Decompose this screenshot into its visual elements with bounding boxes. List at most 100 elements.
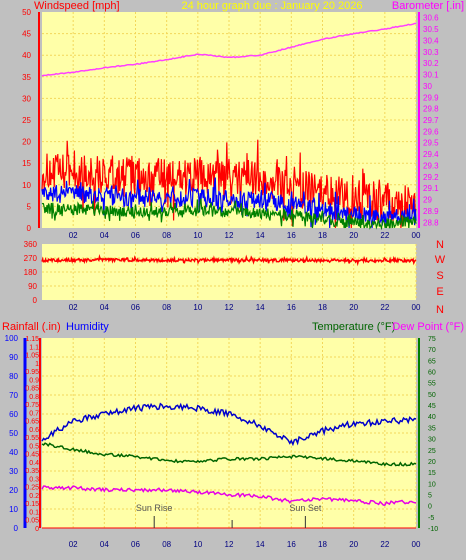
rainfall-y-tick-label: 1.15 — [25, 336, 39, 343]
windspeed-y-tick-label: 30 — [22, 94, 31, 103]
wind-direction-x-tick-label: 00 — [412, 303, 421, 312]
barometer-y-tick-label: 30.2 — [423, 59, 439, 68]
rainfall-y-tick-label: 0.8 — [29, 394, 39, 401]
compass-label-e: E — [436, 286, 443, 298]
temperature-humidity-x-tick-label: 14 — [256, 540, 265, 549]
rainfall-y-tick-label: 0.1 — [29, 509, 39, 516]
temperature-y-tick-label: 10 — [428, 481, 436, 488]
rainfall-y-tick-label: 0.5 — [29, 443, 39, 450]
humidity-axis-label: Humidity — [66, 321, 109, 333]
temperature-y-tick-label: 60 — [428, 370, 436, 377]
humidity-y-tick-label: 0 — [14, 524, 19, 533]
barometer-y-tick-label: 29.3 — [423, 161, 439, 170]
wind-direction-x-tick-label: 02 — [69, 303, 78, 312]
wind-barometer-series — [41, 22, 417, 231]
rainfall-y-tick-label: 0.95 — [25, 369, 39, 376]
humidity-y-tick-label: 20 — [9, 486, 18, 495]
barometer-y-tick-label: 29.9 — [423, 93, 439, 102]
windspeed-axis-label: Windspeed [mph] — [34, 0, 120, 12]
barometer-y-tick-label: 30 — [423, 82, 432, 91]
windspeed-y-tick-label: 40 — [22, 51, 31, 60]
rainfall-y-tick-label: 0.4 — [29, 460, 39, 467]
barometer-y-tick-label: 29.4 — [423, 150, 439, 159]
wind-direction-x-tick-label: 12 — [225, 303, 234, 312]
wind-barometer-axes: 0 5 10 15 20 25 30 35 40 45 50 28.8 28.9 29 29.1 29.2 29… — [22, 8, 439, 240]
dewpoint-line — [41, 485, 417, 507]
temperature-y-tick-label: 40 — [428, 414, 436, 421]
temperature-humidity-axes: 010203040506070809010000.050.10.150.20.2… — [5, 334, 439, 549]
wind-direction-x-tick-label: 16 — [287, 303, 296, 312]
barometer-y-tick-label: 29.2 — [423, 173, 439, 182]
compass-label-n-bottom: N — [436, 304, 444, 316]
temperature-y-tick-label: 35 — [428, 425, 436, 432]
humidity-y-tick-label: 60 — [9, 410, 18, 419]
humidity-y-tick-label: 100 — [5, 334, 19, 343]
sunrise-label: Sun Rise — [136, 503, 173, 513]
rainfall-axis-label: Rainfall (.in) — [2, 321, 61, 333]
windspeed-y-tick-label: 10 — [22, 181, 31, 190]
temperature-axis-label: Temperature (°F) — [312, 321, 395, 333]
wind-direction-x-tick-label: 20 — [349, 303, 358, 312]
rainfall-y-tick-label: 0.9 — [29, 377, 39, 384]
wind-barometer-x-tick-label: 16 — [287, 231, 296, 240]
wind-direction-grid — [42, 244, 417, 300]
temperature-humidity-series — [41, 402, 417, 529]
rainfall-y-tick-label: 0 — [35, 526, 39, 533]
rainfall-y-tick-label: 0.6 — [29, 427, 39, 434]
wind-direction-x-tick-label: 18 — [318, 303, 327, 312]
temperature-y-tick-label: 20 — [428, 459, 436, 466]
barometer-axis-label: Barometer [.in] — [392, 0, 464, 12]
rainfall-y-tick-label: 0.05 — [25, 518, 39, 525]
wind-direction-x-tick-label: 14 — [256, 303, 265, 312]
barometer-line — [41, 22, 417, 77]
compass-label-n-top: N — [436, 239, 444, 251]
humidity-y-tick-label: 30 — [9, 467, 18, 476]
wind-direction-y-tick-label: 180 — [24, 268, 38, 277]
barometer-y-tick-label: 29.6 — [423, 127, 439, 136]
wind-barometer-x-tick-label: 20 — [349, 231, 358, 240]
barometer-y-tick-label: 29.1 — [423, 184, 439, 193]
wind-barometer-x-tick-label: 04 — [100, 231, 109, 240]
temperature-humidity-x-tick-label: 18 — [318, 540, 327, 549]
temperature-humidity-x-tick-label: 00 — [412, 540, 421, 549]
wind-direction-line — [41, 254, 417, 267]
humidity-y-tick-label: 40 — [9, 448, 18, 457]
temperature-humidity-x-tick-label: 20 — [349, 540, 358, 549]
temperature-humidity-x-tick-label: 10 — [193, 540, 202, 549]
dewpoint-axis-label: Dew Point (°F) — [392, 321, 464, 333]
wind-direction-y-tick-label: 0 — [33, 296, 38, 305]
temperature-y-tick-label: 70 — [428, 347, 436, 354]
windspeed-y-tick-label: 25 — [22, 116, 31, 125]
temperature-y-tick-label: 50 — [428, 392, 436, 399]
wind-direction-y-tick-label: 270 — [24, 254, 38, 263]
barometer-y-tick-label: 28.9 — [423, 207, 439, 216]
windspeed-average-line — [41, 177, 417, 229]
humidity-y-tick-label: 70 — [9, 391, 18, 400]
humidity-y-tick-label: 50 — [9, 429, 18, 438]
barometer-y-tick-label: 30.3 — [423, 48, 439, 57]
barometer-y-tick-label: 30.5 — [423, 25, 439, 34]
wind-direction-x-tick-label: 08 — [162, 303, 171, 312]
compass-label-s: S — [436, 270, 443, 282]
temperature-humidity-x-tick-label: 12 — [225, 540, 234, 549]
temperature-humidity-x-tick-label: 06 — [131, 540, 140, 549]
rainfall-y-tick-label: 1 — [35, 361, 39, 368]
wind-direction-x-tick-label: 06 — [131, 303, 140, 312]
windspeed-y-tick-label: 15 — [22, 159, 31, 168]
temperature-y-tick-label: 15 — [428, 470, 436, 477]
wind-direction-x-tick-label: 22 — [380, 303, 389, 312]
barometer-y-tick-label: 29 — [423, 196, 432, 205]
temperature-y-tick-label: 75 — [428, 336, 436, 343]
barometer-y-tick-label: 29.8 — [423, 105, 439, 114]
barometer-y-tick-label: 29.5 — [423, 139, 439, 148]
humidity-y-tick-label: 90 — [9, 353, 18, 362]
windspeed-y-tick-label: 50 — [22, 8, 31, 17]
temperature-humidity-x-tick-label: 02 — [69, 540, 78, 549]
barometer-y-tick-label: 29.7 — [423, 116, 439, 125]
windspeed-low-line — [41, 198, 417, 231]
graph-date-title: 24 hour graph due : January 20 2026 — [181, 0, 362, 12]
windspeed-y-tick-label: 0 — [27, 224, 32, 233]
temperature-y-tick-label: 0 — [428, 504, 432, 511]
sunset-label: Sun Set — [289, 503, 322, 513]
